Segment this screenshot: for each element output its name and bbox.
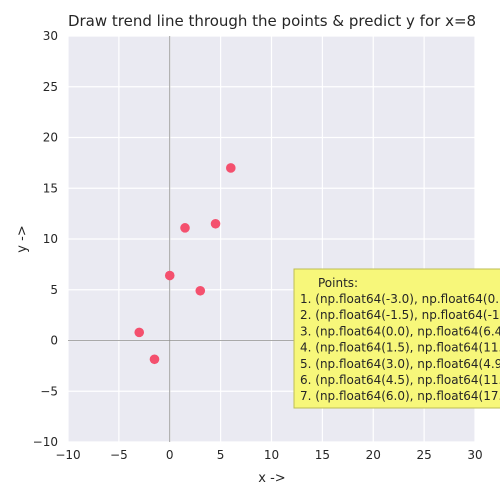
y-tick-label: 20 <box>43 131 58 145</box>
annotation-line: 1. (np.float64(-3.0), np.float64(0. <box>300 292 499 306</box>
x-tick-label: 20 <box>366 448 381 462</box>
chart-title: Draw trend line through the points & pre… <box>68 12 476 30</box>
annotation-line: 7. (np.float64(6.0), np.float64(17. <box>300 389 500 403</box>
data-point <box>164 270 175 281</box>
x-tick-labels: −10 −5 0 5 10 15 20 25 30 <box>55 448 482 462</box>
x-tick-label: −5 <box>110 448 128 462</box>
annotation-line: 6. (np.float64(4.5), np.float64(11. <box>300 373 500 387</box>
y-axis-label: y -> <box>15 225 30 252</box>
annotation-line: 5. (np.float64(3.0), np.float64(4.9 <box>300 357 500 371</box>
data-point <box>226 163 236 173</box>
x-tick-label: −10 <box>55 448 80 462</box>
y-tick-label: 0 <box>50 334 58 348</box>
y-tick-label: −5 <box>40 384 58 398</box>
annotation-line: 2. (np.float64(-1.5), np.float64(-1 <box>300 308 500 322</box>
points-annotation-box: Points: 1. (np.float64(-3.0), np.float64… <box>293 268 500 409</box>
x-tick-label: 10 <box>264 448 279 462</box>
data-point <box>134 327 145 338</box>
annotation-heading: Points: <box>318 276 358 290</box>
data-point <box>149 354 160 365</box>
data-point <box>195 285 206 296</box>
data-point <box>180 223 190 233</box>
y-tick-label: 10 <box>43 232 58 246</box>
x-tick-label: 15 <box>315 448 330 462</box>
x-tick-label: 30 <box>467 448 482 462</box>
y-tick-labels: −10 −5 0 5 10 15 20 25 30 <box>33 29 58 449</box>
data-points <box>134 163 236 365</box>
annotation-line: 3. (np.float64(0.0), np.float64(6.4 <box>300 324 500 338</box>
y-tick-label: −10 <box>33 435 58 449</box>
y-tick-label: 30 <box>43 29 58 43</box>
annotation-line: 4. (np.float64(1.5), np.float64(11. <box>300 341 500 355</box>
x-tick-label: 5 <box>217 448 225 462</box>
annotation-background <box>293 268 500 409</box>
x-axis-label: x -> <box>258 471 285 486</box>
data-point <box>210 218 221 229</box>
x-tick-label: 25 <box>416 448 431 462</box>
y-tick-label: 15 <box>43 181 58 195</box>
y-tick-label: 5 <box>50 283 58 297</box>
y-tick-label: 25 <box>43 80 58 94</box>
x-tick-label: 0 <box>166 448 174 462</box>
